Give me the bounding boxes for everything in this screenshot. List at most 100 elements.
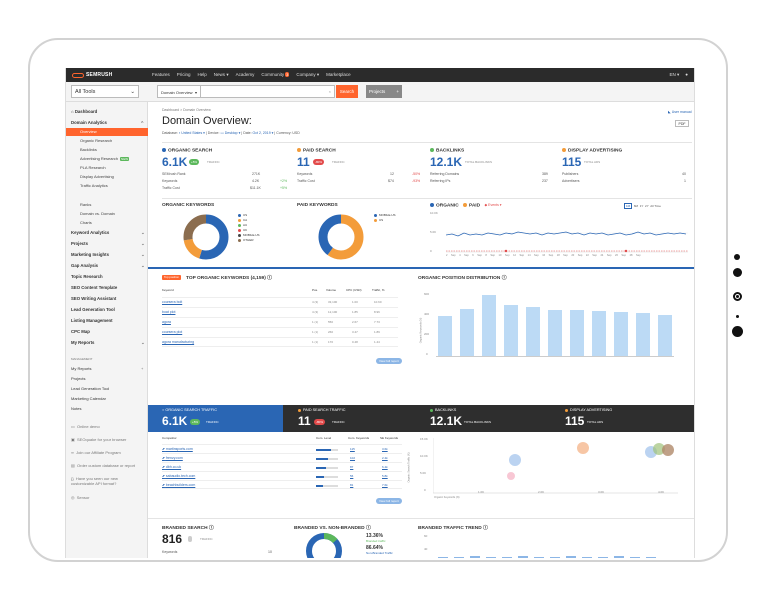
distribution-bar[interactable] [482, 295, 496, 356]
distribution-bar[interactable] [636, 313, 650, 356]
sidebar-item-advertising-research[interactable]: Advertising Research NEW [80, 156, 130, 161]
range-6m[interactable]: 6M [633, 204, 639, 208]
mgmt-notes[interactable]: Notes [71, 406, 82, 411]
trend-bar[interactable] [486, 557, 496, 558]
footer-custom-database[interactable]: ▤ Order custom database or report [71, 463, 136, 468]
nav-pricing[interactable]: Pricing [176, 72, 191, 77]
sidebar-item-ranks[interactable]: Ranks [80, 202, 92, 207]
range-1y[interactable]: 1Y [639, 204, 644, 208]
sidebar-item-display-advertising[interactable]: Display Advertising [80, 174, 114, 179]
backlinks-value[interactable]: 12.1K [430, 155, 463, 169]
sidebar-item-seo-writing-assistant[interactable]: SEO Writing Assistant [71, 296, 117, 301]
view-full-report-button[interactable]: View full report [376, 498, 402, 504]
organic-traffic-value[interactable]: 6.1K [162, 155, 188, 169]
backlinks-title[interactable]: BACKLINKS [430, 148, 464, 153]
nav-news[interactable]: News ▾ [213, 72, 229, 77]
branded-vs-title[interactable]: BRANDED VS. NON-BRANDED ⓘ [294, 526, 371, 531]
sidebar-item-seo-content-template[interactable]: SEO Content Template [71, 285, 118, 290]
paid-toggle[interactable]: PAID [469, 203, 481, 209]
sidebar-item-projects[interactable]: Projects ⌄ [71, 241, 145, 246]
trend-bar[interactable] [630, 557, 640, 558]
trend-bar[interactable] [550, 557, 560, 558]
trend-bar[interactable] [454, 557, 464, 558]
mgmt-projects[interactable]: Projects [71, 376, 86, 381]
trend-bar[interactable] [598, 557, 608, 558]
tool-select[interactable]: All Tools ⌄ [71, 85, 139, 98]
trend-bar[interactable] [582, 557, 592, 558]
competitor-link[interactable]: ⬈ beachbuilders.com [162, 483, 196, 487]
paid-keywords-donut[interactable] [317, 213, 365, 261]
trend-bar[interactable] [518, 556, 528, 558]
nav-academy[interactable]: Academy [235, 72, 255, 77]
indicator-dot[interactable] [736, 315, 739, 318]
projects-button[interactable]: Projects + [366, 85, 402, 98]
search-button[interactable]: Search [336, 85, 358, 98]
map-bubble[interactable] [507, 472, 515, 480]
map-bubble[interactable] [509, 454, 521, 466]
footer-sensor[interactable]: ◎ Sensor [71, 495, 90, 500]
trend-bar[interactable] [470, 556, 480, 558]
sidebar-item-keyword-analytics[interactable]: Keyword Analytics ⌄ [71, 230, 145, 235]
event-marker[interactable] [504, 249, 508, 253]
event-marker[interactable] [624, 249, 628, 253]
sidebar-item-cpc-map[interactable]: CPC Map [71, 329, 90, 334]
range-all[interactable]: All Time [650, 204, 661, 208]
trend-bar[interactable] [646, 557, 656, 558]
info-icon[interactable]: ⓘ [483, 526, 488, 531]
breadcrumb[interactable]: Dashboard > Domain Overview [162, 108, 211, 112]
sidebar-item-organic-research[interactable]: Organic Research [80, 138, 113, 143]
distribution-bar[interactable] [658, 315, 672, 356]
organic-toggle[interactable]: ORGANIC [436, 203, 459, 209]
paid-traffic-value[interactable]: 11 [297, 155, 310, 169]
keyword-link[interactable]: coursera plot [162, 330, 183, 334]
organic-search-title[interactable]: ORGANIC SEARCH [162, 148, 212, 153]
distribution-bar[interactable] [614, 312, 628, 356]
map-bubble[interactable] [662, 444, 674, 456]
mgmt-marketing-calendar[interactable]: Marketing Calendar [71, 396, 106, 401]
sidebar-item-overview[interactable]: Overview [66, 128, 148, 136]
view-full-report-button[interactable]: View full report [376, 358, 402, 364]
info-icon[interactable]: ⓘ [267, 276, 272, 281]
distribution-bar[interactable] [548, 310, 562, 356]
nav-features[interactable]: Features [152, 72, 170, 77]
sidebar-item-listing-management[interactable]: Listing Management [71, 318, 113, 323]
trend-bar[interactable] [566, 556, 576, 558]
language-select[interactable]: EN ▾ [669, 72, 680, 77]
footer-api[interactable]: {} Have you seen our new customizable AP… [71, 476, 118, 486]
sidebar-item-pla-research[interactable]: PLA Research [80, 165, 106, 170]
nav-help[interactable]: Help [197, 72, 207, 77]
events-toggle[interactable]: ◆ Events ▾ [484, 203, 502, 208]
competitive-positioning-map[interactable] [433, 438, 678, 494]
sidebar-item-domain-vs-domain[interactable]: Domain vs. Domain [80, 211, 115, 216]
competitive-organic[interactable]: ○ ORGANIC SEARCH TRAFFIC 6.1K +5% TRAFFI… [148, 405, 283, 432]
sidebar-item-traffic-analytics[interactable]: Traffic Analytics [80, 183, 108, 188]
clear-icon[interactable]: × [328, 89, 331, 94]
footer-affiliate[interactable]: ∞ Join our Affiliate Program [71, 450, 121, 455]
keyword-link[interactable]: boat plot [162, 310, 176, 314]
indicator-dot[interactable] [732, 326, 743, 337]
date-select[interactable]: Oct 2, 2019 ▾ [252, 131, 274, 135]
info-icon[interactable]: ⓘ [501, 276, 507, 281]
footer-seoquake[interactable]: ▣ SEOquake for your browser [71, 437, 127, 442]
user-icon[interactable]: ● [685, 72, 688, 77]
top-keywords-title[interactable]: TOP ORGANIC KEYWORDS (4,159) ⓘ [186, 276, 272, 281]
competitive-backlinks[interactable]: BACKLINKS 12.1K TOTAL BACKLINKS [430, 408, 491, 428]
distribution-bar[interactable] [526, 307, 540, 356]
nav-company[interactable]: Company ▾ [296, 72, 320, 77]
trend-bar[interactable] [438, 557, 448, 558]
competitor-link[interactable]: ⬈ frenzy.com [162, 456, 183, 460]
traffic-trend-chart[interactable] [446, 213, 688, 253]
distribution-bar[interactable] [438, 316, 452, 356]
competitor-link[interactable]: ⬈ dbh.co.uk [162, 465, 182, 469]
competitive-paid[interactable]: PAID SEARCH TRAFFIC 11 -80% TRAFFIC [298, 408, 346, 428]
map-bubble[interactable] [577, 442, 589, 454]
display-advertising-title[interactable]: DISPLAY ADVERTISING [562, 148, 622, 153]
distribution-bar[interactable] [592, 311, 606, 356]
sidebar-item-domain-analytics[interactable]: Domain Analytics ^ [71, 120, 144, 125]
branded-donut[interactable] [304, 531, 344, 558]
display-ads-value[interactable]: 115 [562, 155, 582, 169]
trend-bar[interactable] [534, 557, 544, 558]
branded-search-title[interactable]: BRANDED SEARCH ⓘ [162, 526, 214, 531]
keyword-link[interactable]: coursera bolt [162, 300, 183, 304]
distribution-bar[interactable] [460, 309, 474, 356]
